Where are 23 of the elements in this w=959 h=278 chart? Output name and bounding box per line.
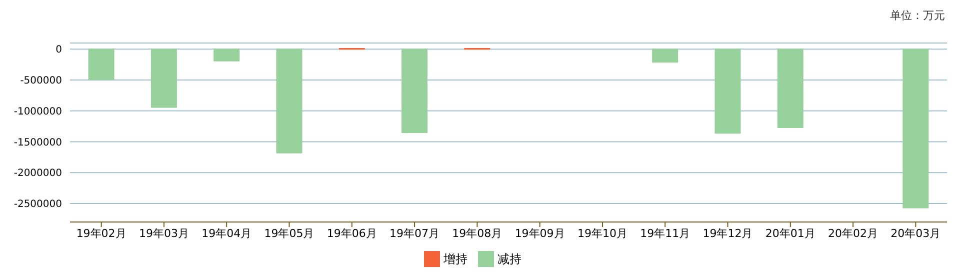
x-tick-label: 19年09月	[514, 226, 565, 240]
x-tick-label: 19年02月	[76, 226, 126, 240]
x-tick-label: 19年12月	[702, 226, 753, 240]
x-tick-label: 19年07月	[390, 226, 440, 240]
y-tick-label: -1500000	[14, 137, 62, 148]
legend-label: 增持	[444, 252, 468, 266]
x-tick-label: 19年06月	[326, 226, 377, 240]
legend-label: 减持	[498, 252, 522, 266]
y-tick-label: -500000	[20, 76, 62, 87]
y-tick-label: 0	[56, 44, 62, 56]
x-tick-label: 19年11月	[640, 226, 690, 240]
y-tick-label: -2000000	[14, 168, 62, 180]
y-tick-label: -2500000	[14, 199, 62, 210]
x-tick-label: 19年03月	[138, 226, 189, 240]
x-tick-label: 19年04月	[202, 226, 252, 240]
x-tick-label: 19年05月	[264, 226, 314, 240]
x-tick-label: 20年03月	[890, 226, 941, 240]
x-tick-label: 19年10月	[577, 226, 628, 240]
text: 单位：万元	[890, 8, 945, 23]
x-tick-label: 20年01月	[765, 226, 816, 240]
x-tick-label: 20年02月	[828, 226, 878, 240]
x-tick-label: 19年08月	[452, 226, 502, 240]
y-tick-label: -1000000	[14, 106, 62, 118]
